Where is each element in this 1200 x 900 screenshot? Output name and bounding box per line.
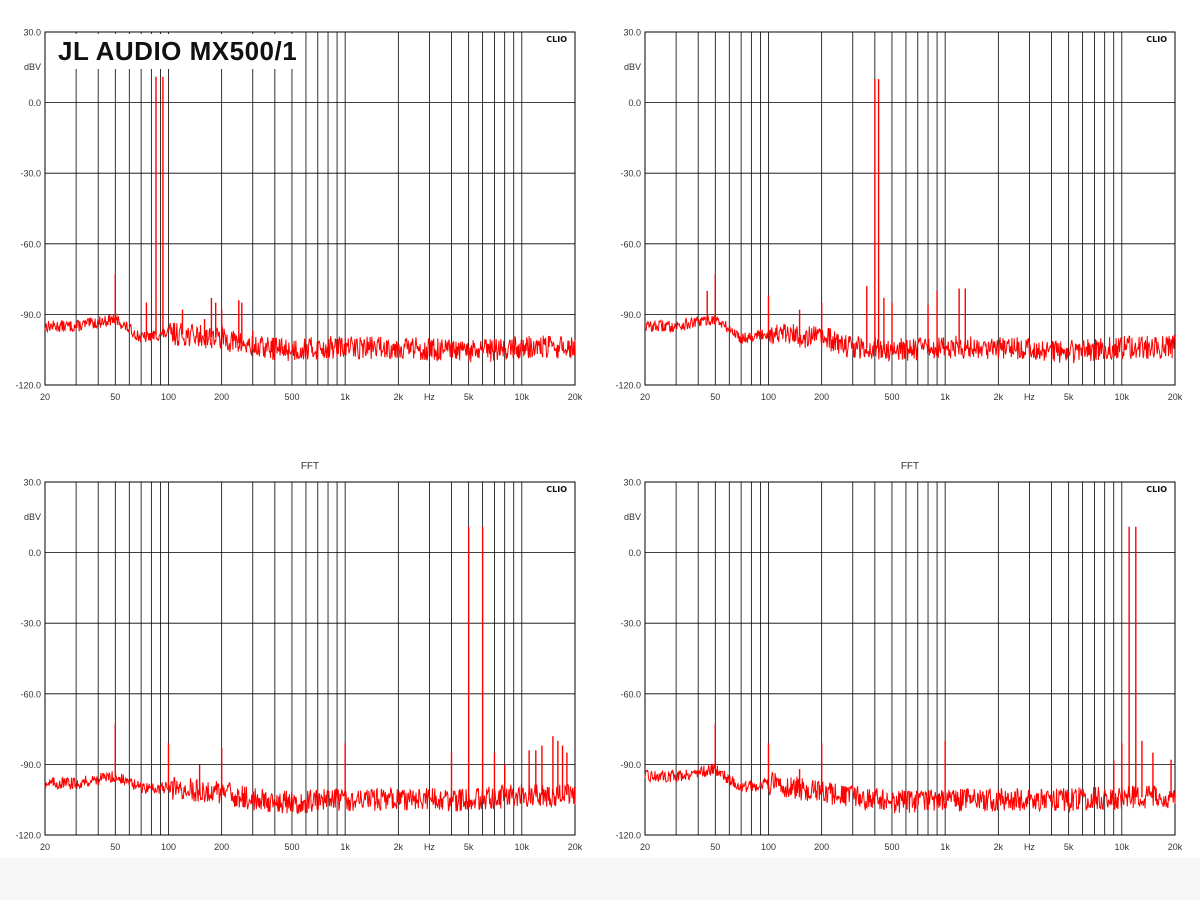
y-tick-label: -60.0 [20, 689, 41, 699]
y-tick-label: -60.0 [20, 239, 41, 249]
y-unit-label: dBV [624, 512, 641, 522]
panel-4: 30.0 0.0 -30.0 -60.0 -90.0 -120.0 dBV 20 50 100 20… [615, 461, 1182, 852]
x-tick-label: 1k [340, 842, 350, 852]
x-tick-label: 50 [110, 842, 120, 852]
panel-1: 30.0 0.0 -30.0 -60.0 -90.0 -120.0 dBV 20 50 100 20… [15, 28, 582, 403]
x-tick-label: Hz [424, 842, 435, 852]
x-tick-label: 2k [994, 842, 1004, 852]
x-tick-label: 500 [284, 392, 299, 402]
x-tick-label: 100 [761, 392, 776, 402]
y-tick-label: -120.0 [615, 831, 641, 841]
x-tick-label: 200 [214, 392, 229, 402]
y-tick-label: -90.0 [620, 760, 641, 770]
x-tick-label: 20 [640, 842, 650, 852]
y-tick-label: 30.0 [23, 28, 41, 38]
x-tick-label: 20 [40, 392, 50, 402]
noise-floor-trace [44, 771, 576, 815]
y-tick-label: -120.0 [15, 831, 41, 841]
x-tick-label: 10k [515, 392, 530, 402]
x-tick-label: Hz [424, 392, 435, 402]
y-tick-label: -30.0 [620, 169, 641, 179]
x-tick-label: 20k [1168, 842, 1183, 852]
noise-floor-trace [644, 763, 1176, 814]
x-tick-label: 500 [884, 842, 899, 852]
y-tick-label: 0.0 [28, 548, 41, 558]
y-tick-label: -90.0 [20, 310, 41, 320]
x-tick-label: 2k [394, 842, 404, 852]
x-tick-label: 100 [761, 842, 776, 852]
y-tick-label: -30.0 [20, 169, 41, 179]
y-tick-label: -30.0 [620, 619, 641, 629]
x-tick-label: 10k [515, 842, 530, 852]
chart-title: FFT [901, 461, 919, 472]
x-tick-label: 5k [1064, 842, 1074, 852]
x-tick-label: 500 [884, 392, 899, 402]
y-tick-label: 0.0 [628, 548, 641, 558]
x-tick-label: 20k [1168, 392, 1183, 402]
y-tick-label: 30.0 [23, 478, 41, 488]
x-tick-label: 50 [710, 842, 720, 852]
y-tick-label: -90.0 [20, 760, 41, 770]
y-tick-label: 0.0 [628, 98, 641, 108]
x-tick-label: Hz [1024, 392, 1035, 402]
clio-watermark: CLIO [546, 485, 567, 494]
y-tick-label: 30.0 [623, 478, 641, 488]
x-tick-label: 20 [640, 392, 650, 402]
x-tick-label: 1k [340, 392, 350, 402]
plot-area [644, 481, 1176, 836]
x-tick-label: 100 [161, 392, 176, 402]
panel-3: 30.0 0.0 -30.0 -60.0 -90.0 -120.0 dBV 20 50 100 20… [15, 461, 582, 852]
plot-area [644, 31, 1176, 386]
y-tick-label: -30.0 [20, 619, 41, 629]
x-tick-label: 10k [1115, 392, 1130, 402]
chart-title: FFT [301, 461, 319, 472]
y-tick-label: -120.0 [615, 381, 641, 391]
x-tick-label: 10k [1115, 842, 1130, 852]
x-tick-label: 2k [994, 392, 1004, 402]
x-tick-label: 200 [814, 392, 829, 402]
y-tick-label: 0.0 [28, 98, 41, 108]
x-tick-label: 20k [568, 392, 583, 402]
x-tick-label: 100 [161, 842, 176, 852]
x-tick-label: Hz [1024, 842, 1035, 852]
x-tick-label: 500 [284, 842, 299, 852]
x-tick-label: 5k [464, 842, 474, 852]
y-unit-label: dBV [24, 512, 41, 522]
x-tick-label: 200 [814, 842, 829, 852]
x-tick-label: 50 [110, 392, 120, 402]
noise-floor-trace [644, 314, 1176, 364]
y-tick-label: -60.0 [620, 239, 641, 249]
y-tick-label: -60.0 [620, 689, 641, 699]
y-tick-label: -120.0 [15, 381, 41, 391]
x-tick-label: 1k [940, 392, 950, 402]
x-tick-label: 5k [464, 392, 474, 402]
panel-2: 30.0 0.0 -30.0 -60.0 -90.0 -120.0 dBV 20 50 100 20… [615, 28, 1182, 403]
x-tick-label: 1k [940, 842, 950, 852]
plot-area [44, 481, 576, 836]
x-tick-label: 20k [568, 842, 583, 852]
y-unit-label: dBV [624, 62, 641, 72]
clio-watermark: CLIO [1146, 35, 1167, 44]
footer-band [0, 858, 1200, 900]
x-tick-label: 5k [1064, 392, 1074, 402]
x-tick-label: 50 [710, 392, 720, 402]
x-tick-label: 20 [40, 842, 50, 852]
page-title: JL AUDIO MX500/1 [50, 34, 306, 69]
y-unit-label: dBV [24, 62, 41, 72]
x-tick-label: 2k [394, 392, 404, 402]
clio-watermark: CLIO [546, 35, 567, 44]
y-tick-label: 30.0 [623, 28, 641, 38]
x-tick-label: 200 [214, 842, 229, 852]
plot-area [44, 31, 576, 386]
clio-watermark: CLIO [1146, 485, 1167, 494]
y-tick-label: -90.0 [620, 310, 641, 320]
noise-floor-trace [44, 313, 576, 363]
